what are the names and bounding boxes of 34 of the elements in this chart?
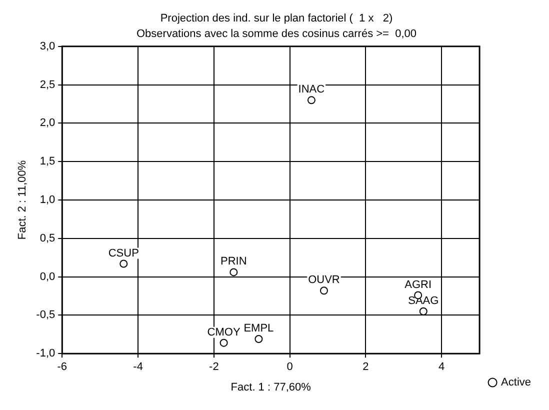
annotation: OUVR xyxy=(308,274,340,286)
annotation: EMPL xyxy=(244,322,274,335)
y-tick-label: 0,0 xyxy=(40,270,56,283)
x-tick-label: 4 xyxy=(438,361,445,374)
chart-title: Projection des ind. sur le plan factoriel ( 1 x 2) xyxy=(160,12,393,25)
annotation: AGRI xyxy=(404,278,432,291)
point xyxy=(419,307,428,316)
y-tick-label: -0,5 xyxy=(36,309,56,322)
x-tick-label: -4 xyxy=(133,361,143,374)
y-tick-label: 3,0 xyxy=(40,40,56,52)
point xyxy=(120,260,128,268)
x-axis-title: Fact. 1 : 77,60% xyxy=(230,381,312,394)
chart-subtitle: Observations avec la somme des cosinus carrés >= 0,00 xyxy=(136,28,417,40)
point xyxy=(307,96,316,104)
y-tick-label: 1,5 xyxy=(40,156,56,168)
x-tick-label: -2 xyxy=(209,361,219,374)
annotation: PRIN xyxy=(220,256,247,268)
y-axis-title: Fact. 2 : 11,00% xyxy=(16,160,29,240)
x-tick-label: -6 xyxy=(57,361,68,374)
point xyxy=(320,286,328,295)
annotation: INAC xyxy=(298,84,325,96)
y-tick-label: -1,0 xyxy=(36,348,56,360)
point xyxy=(220,338,228,347)
y-tick-label: 2,5 xyxy=(40,78,56,91)
legend-label: Active xyxy=(501,376,532,389)
y-tick-label: 2,0 xyxy=(40,117,56,130)
point xyxy=(230,268,238,276)
y-tick-label: 1,0 xyxy=(40,194,56,206)
annotation: CSUP xyxy=(108,247,139,260)
x-tick-label: 2 xyxy=(362,361,369,374)
point xyxy=(254,335,263,344)
annotation: CMOY xyxy=(207,326,241,338)
x-tick-label: 0 xyxy=(286,361,293,374)
y-tick-label: 0,5 xyxy=(40,232,56,244)
